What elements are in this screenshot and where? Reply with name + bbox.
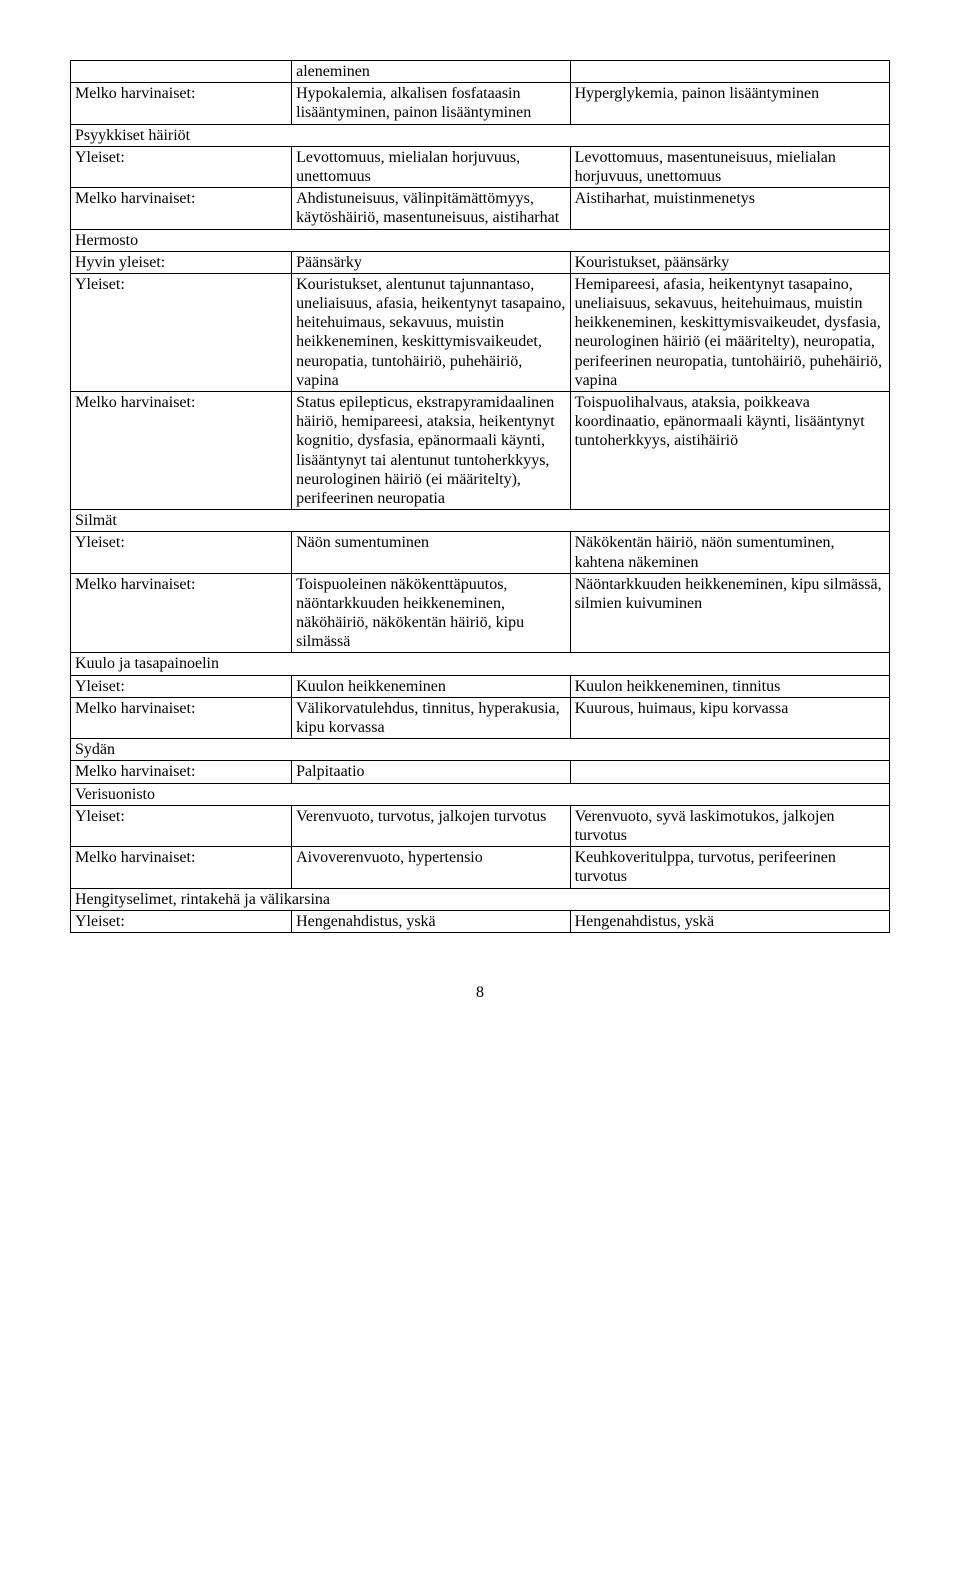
table-cell: Status epilepticus, ekstrapyramidaalinen… (292, 392, 570, 510)
table-cell: Melko harvinaiset: (71, 392, 292, 510)
table-row: Melko harvinaiset:Hypokalemia, alkalisen… (71, 83, 890, 124)
table-row: Hyvin yleiset:PäänsärkyKouristukset, pää… (71, 251, 890, 273)
table-row: Verisuonisto (71, 783, 890, 805)
page-number: 8 (70, 983, 890, 1002)
table-cell: Kuulon heikkeneminen (292, 675, 570, 697)
table-row: Yleiset:Levottomuus, mielialan horjuvuus… (71, 146, 890, 187)
table-cell: Hengenahdistus, yskä (570, 910, 889, 932)
table-row: Melko harvinaiset:Palpitaatio (71, 761, 890, 783)
adverse-effects-table: aleneminenMelko harvinaiset:Hypokalemia,… (70, 60, 890, 933)
table-cell: Välikorvatulehdus, tinnitus, hyperakusia… (292, 697, 570, 738)
table-cell: Melko harvinaiset: (71, 188, 292, 229)
table-row: Melko harvinaiset:Välikorvatulehdus, tin… (71, 697, 890, 738)
table-row: Yleiset:Hengenahdistus, yskäHengenahdist… (71, 910, 890, 932)
section-header-cell: Verisuonisto (71, 783, 890, 805)
table-cell: Verenvuoto, syvä laskimotukos, jalkojen … (570, 805, 889, 846)
table-row: Yleiset:Kuulon heikkeneminenKuulon heikk… (71, 675, 890, 697)
table-row: Melko harvinaiset:Aivoverenvuoto, hypert… (71, 847, 890, 888)
table-cell: Levottomuus, mielialan horjuvuus, unetto… (292, 146, 570, 187)
section-header-cell: Silmät (71, 510, 890, 532)
table-cell (71, 61, 292, 83)
table-cell: Yleiset: (71, 273, 292, 391)
table-cell: Yleiset: (71, 146, 292, 187)
table-cell: Keuhkoveritulppa, turvotus, perifeerinen… (570, 847, 889, 888)
table-cell: Aistiharhat, muistinmenetys (570, 188, 889, 229)
table-cell: Kouristukset, alentunut tajunnantaso, un… (292, 273, 570, 391)
table-row: Melko harvinaiset:Ahdistuneisuus, välinp… (71, 188, 890, 229)
table-row: Sydän (71, 739, 890, 761)
table-cell: Hemipareesi, afasia, heikentynyt tasapai… (570, 273, 889, 391)
table-row: Yleiset:Verenvuoto, turvotus, jalkojen t… (71, 805, 890, 846)
table-row: Melko harvinaiset:Status epilepticus, ek… (71, 392, 890, 510)
section-header-cell: Hengityselimet, rintakehä ja välikarsina (71, 888, 890, 910)
table-cell: Ahdistuneisuus, välinpitämättömyys, käyt… (292, 188, 570, 229)
table-row: Hengityselimet, rintakehä ja välikarsina (71, 888, 890, 910)
section-header-cell: Kuulo ja tasapainoelin (71, 653, 890, 675)
table-cell: Hyvin yleiset: (71, 251, 292, 273)
table-cell: Päänsärky (292, 251, 570, 273)
table-cell: Näön sumentuminen (292, 532, 570, 573)
table-cell: Kuurous, huimaus, kipu korvassa (570, 697, 889, 738)
table-cell: Melko harvinaiset: (71, 573, 292, 653)
table-cell: Yleiset: (71, 805, 292, 846)
table-cell: Yleiset: (71, 675, 292, 697)
table-cell: Palpitaatio (292, 761, 570, 783)
table-cell: Hengenahdistus, yskä (292, 910, 570, 932)
table-row: aleneminen (71, 61, 890, 83)
section-header-cell: Hermosto (71, 229, 890, 251)
table-cell: Melko harvinaiset: (71, 761, 292, 783)
table-row: Yleiset:Kouristukset, alentunut tajunnan… (71, 273, 890, 391)
table-cell: Aivoverenvuoto, hypertensio (292, 847, 570, 888)
table-cell: Näkökentän häiriö, näön sumentuminen, ka… (570, 532, 889, 573)
table-cell: Hyperglykemia, painon lisääntyminen (570, 83, 889, 124)
table-row: Melko harvinaiset:Toispuoleinen näkökent… (71, 573, 890, 653)
table-cell: Melko harvinaiset: (71, 847, 292, 888)
table-row: Psyykkiset häiriöt (71, 124, 890, 146)
table-cell: Melko harvinaiset: (71, 83, 292, 124)
table-cell: Näöntarkkuuden heikkeneminen, kipu silmä… (570, 573, 889, 653)
table-row: Silmät (71, 510, 890, 532)
table-cell: aleneminen (292, 61, 570, 83)
table-cell: Toispuoleinen näkökenttäpuutos, näöntark… (292, 573, 570, 653)
table-row: Yleiset:Näön sumentuminenNäkökentän häir… (71, 532, 890, 573)
table-cell: Verenvuoto, turvotus, jalkojen turvotus (292, 805, 570, 846)
table-cell: Toispuolihalvaus, ataksia, poikkeava koo… (570, 392, 889, 510)
table-row: Hermosto (71, 229, 890, 251)
table-cell: Levottomuus, masentuneisuus, mielialan h… (570, 146, 889, 187)
table-cell: Melko harvinaiset: (71, 697, 292, 738)
table-cell (570, 761, 889, 783)
table-cell: Kuulon heikkeneminen, tinnitus (570, 675, 889, 697)
section-header-cell: Sydän (71, 739, 890, 761)
table-cell: Hypokalemia, alkalisen fosfataasin lisää… (292, 83, 570, 124)
table-cell: Yleiset: (71, 910, 292, 932)
table-row: Kuulo ja tasapainoelin (71, 653, 890, 675)
table-cell: Yleiset: (71, 532, 292, 573)
table-cell: Kouristukset, päänsärky (570, 251, 889, 273)
section-header-cell: Psyykkiset häiriöt (71, 124, 890, 146)
table-cell (570, 61, 889, 83)
